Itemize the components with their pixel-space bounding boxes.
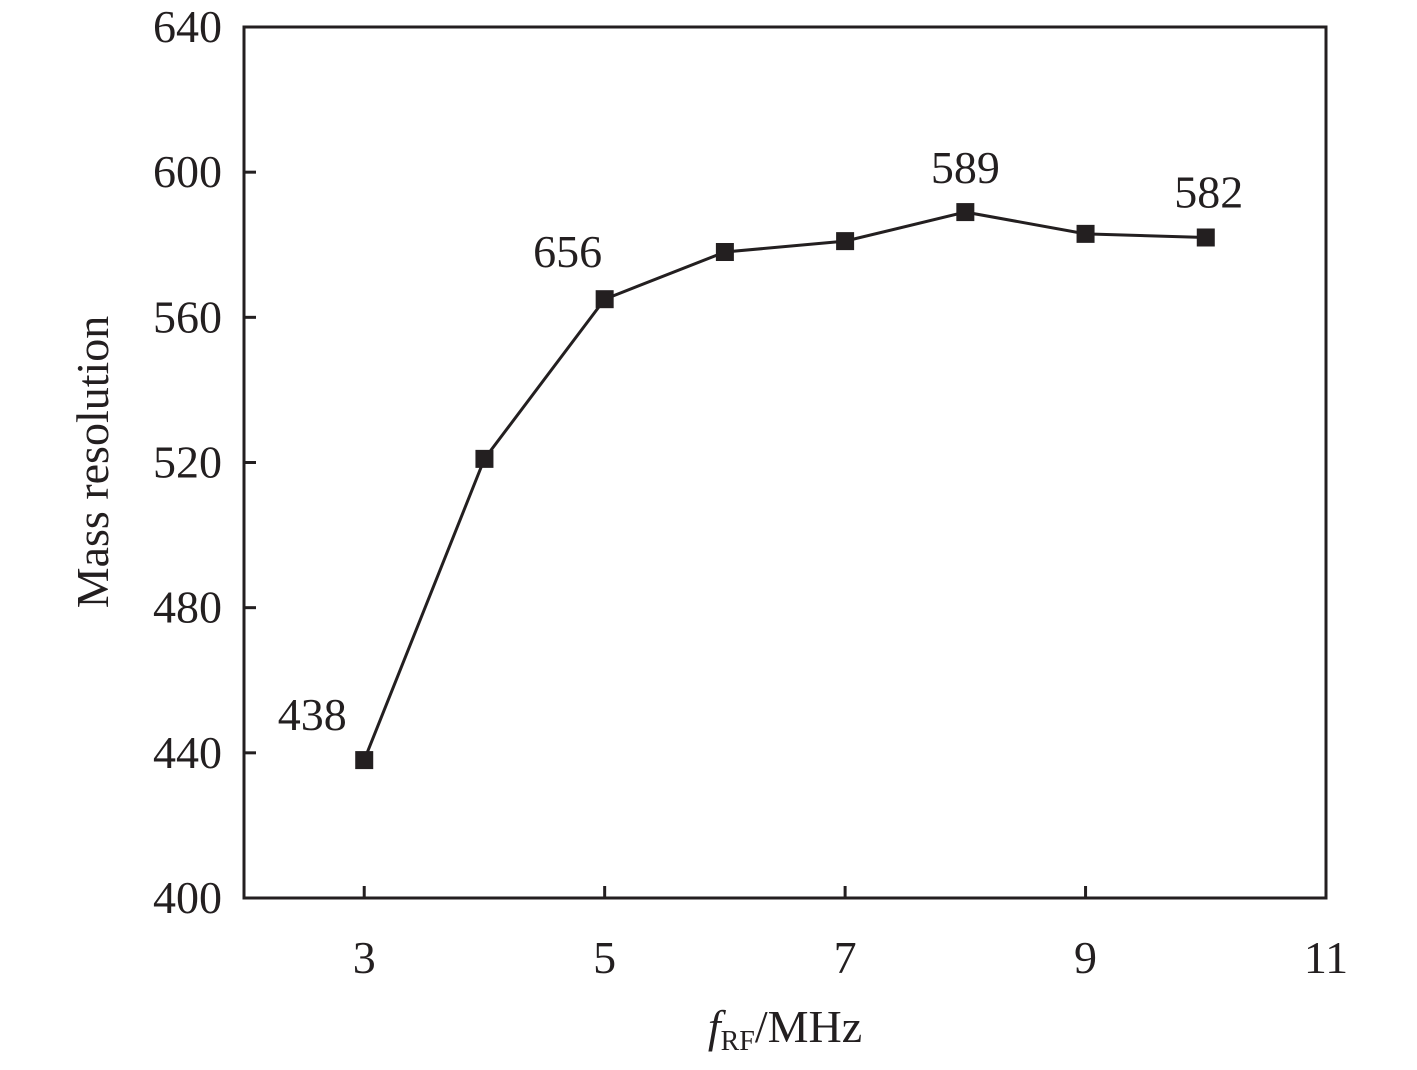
y-axis-title: Mass resolution	[67, 316, 118, 609]
data-point-marker	[956, 203, 975, 222]
x-tick-label: 5	[593, 932, 616, 983]
data-label: 656	[533, 226, 602, 277]
data-point-marker	[715, 243, 734, 262]
x-axis-title-unit: /MHz	[755, 1001, 862, 1052]
y-tick-label: 520	[153, 437, 222, 488]
data-labels: 438 656 589 582	[278, 142, 1244, 740]
data-point-marker	[1076, 224, 1095, 243]
data-point-marker	[595, 290, 614, 309]
x-tick-label: 3	[353, 932, 376, 983]
y-tick-label: 400	[153, 872, 222, 923]
data-point-marker	[475, 449, 494, 468]
data-point-marker	[1196, 228, 1215, 247]
y-tick-label: 440	[153, 727, 222, 778]
y-axis-ticks: 400 440 480 520 560 600 640	[153, 1, 256, 923]
y-tick-label: 640	[153, 1, 222, 52]
data-point-marker	[355, 751, 374, 770]
y-tick-label: 480	[153, 582, 222, 633]
x-tick-label: 9	[1074, 932, 1097, 983]
x-axis-ticks: 3 5 7 9 11	[353, 886, 1348, 983]
x-axis-title-subscript: RF	[721, 1026, 755, 1057]
x-axis-title: fRF/MHz	[708, 1001, 862, 1057]
series-group	[355, 203, 1215, 770]
data-label: 582	[1174, 166, 1243, 217]
x-tick-label: 11	[1304, 932, 1348, 983]
plot-frame	[242, 25, 1328, 900]
y-tick-label: 560	[153, 291, 222, 342]
data-point-marker	[836, 232, 855, 251]
data-label: 589	[931, 142, 1000, 193]
x-tick-label: 7	[834, 932, 857, 983]
y-tick-label: 600	[153, 146, 222, 197]
series-line	[362, 210, 1206, 761]
data-label: 438	[278, 689, 347, 740]
